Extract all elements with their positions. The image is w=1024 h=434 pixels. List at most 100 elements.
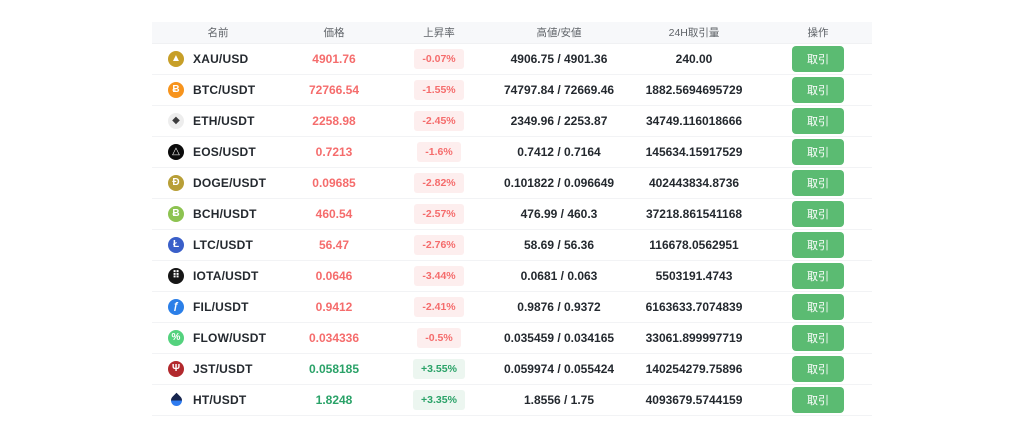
change-cell: -3.44% xyxy=(384,266,494,286)
change-cell: +3.35% xyxy=(384,390,494,410)
ht-flame-icon xyxy=(168,392,184,408)
volume-value: 402443834.8736 xyxy=(648,176,740,190)
trade-button[interactable]: 取引 xyxy=(792,263,844,289)
change-badge: -0.5% xyxy=(417,328,461,348)
btc-coin-icon: Ƀ xyxy=(168,82,184,98)
price-value: 0.0646 xyxy=(315,269,353,283)
volume-value: 33061.899997719 xyxy=(645,331,743,345)
eos-coin-icon: △ xyxy=(168,144,184,160)
header-price: 価格 xyxy=(323,27,345,39)
high-low-value: 0.7412 / 0.7164 xyxy=(517,145,601,159)
market-table: 名前 価格 上昇率 高値/安値 24H取引量 操作 ▲ XAU/USD 4901… xyxy=(152,22,872,416)
pair-cell: Ƀ BCH/USDT xyxy=(152,206,284,222)
volume-value: 5503191.4743 xyxy=(655,269,733,283)
pair-cell: △ EOS/USDT xyxy=(152,144,284,160)
pair-label: IOTA/USDT xyxy=(193,269,259,283)
pair-cell: ◆ ETH/USDT xyxy=(152,113,284,129)
pair-label: BTC/USDT xyxy=(193,83,256,97)
xau-coin-icon: ▲ xyxy=(168,51,184,67)
trade-button[interactable]: 取引 xyxy=(792,46,844,72)
change-cell: -2.76% xyxy=(384,235,494,255)
trade-button[interactable]: 取引 xyxy=(792,77,844,103)
volume-value: 37218.861541168 xyxy=(645,207,743,221)
change-badge: -2.41% xyxy=(414,297,464,317)
action-cell: 取引 xyxy=(764,325,872,351)
header-name: 名前 xyxy=(207,27,229,39)
trade-button[interactable]: 取引 xyxy=(792,232,844,258)
high-low-value: 1.8556 / 1.75 xyxy=(523,393,595,407)
pair-label: FLOW/USDT xyxy=(193,331,267,345)
eth-coin-icon: ◆ xyxy=(168,113,184,129)
table-row: HT/USDT 1.8248 +3.35% 1.8556 / 1.75 4093… xyxy=(152,385,872,416)
price-value: 0.7213 xyxy=(315,145,353,159)
flow-coin-icon: % xyxy=(168,330,184,346)
bch-coin-icon: Ƀ xyxy=(168,206,184,222)
change-badge: +3.55% xyxy=(413,359,465,379)
change-cell: -2.45% xyxy=(384,111,494,131)
price-value: 0.09685 xyxy=(312,176,356,190)
pair-label: LTC/USDT xyxy=(193,238,254,252)
ltc-coin-icon: Ł xyxy=(168,237,184,253)
pair-cell: Ł LTC/USDT xyxy=(152,237,284,253)
change-badge: -0.07% xyxy=(414,49,464,69)
price-value: 56.47 xyxy=(318,238,350,252)
trade-button[interactable]: 取引 xyxy=(792,170,844,196)
trade-button[interactable]: 取引 xyxy=(792,325,844,351)
action-cell: 取引 xyxy=(764,108,872,134)
change-cell: -1.6% xyxy=(384,142,494,162)
table-row: ƒ FIL/USDT 0.9412 -2.41% 0.9876 / 0.9372… xyxy=(152,292,872,323)
action-cell: 取引 xyxy=(764,46,872,72)
change-cell: -2.41% xyxy=(384,297,494,317)
pair-cell: ƒ FIL/USDT xyxy=(152,299,284,315)
header-high-low: 高値/安値 xyxy=(536,27,582,39)
high-low-value: 476.99 / 460.3 xyxy=(520,207,598,221)
pair-label: ETH/USDT xyxy=(193,114,255,128)
high-low-value: 74797.84 / 72669.46 xyxy=(503,83,615,97)
pair-cell: Ψ JST/USDT xyxy=(152,361,284,377)
price-value: 4901.76 xyxy=(312,52,356,66)
action-cell: 取引 xyxy=(764,387,872,413)
pair-label: EOS/USDT xyxy=(193,145,256,159)
price-value: 0.034336 xyxy=(308,331,360,345)
change-cell: -2.82% xyxy=(384,173,494,193)
table-row: Ð DOGE/USDT 0.09685 -2.82% 0.101822 / 0.… xyxy=(152,168,872,199)
pair-cell: Ƀ BTC/USDT xyxy=(152,82,284,98)
high-low-value: 0.059974 / 0.055424 xyxy=(503,362,615,376)
table-row: Ł LTC/USDT 56.47 -2.76% 58.69 / 56.36 11… xyxy=(152,230,872,261)
trade-button[interactable]: 取引 xyxy=(792,356,844,382)
table-row: Ψ JST/USDT 0.058185 +3.55% 0.059974 / 0.… xyxy=(152,354,872,385)
action-cell: 取引 xyxy=(764,263,872,289)
action-cell: 取引 xyxy=(764,201,872,227)
pair-label: FIL/USDT xyxy=(193,300,249,314)
pair-label: XAU/USD xyxy=(193,52,249,66)
market-table-body: ▲ XAU/USD 4901.76 -0.07% 4906.75 / 4901.… xyxy=(152,44,872,416)
trade-button[interactable]: 取引 xyxy=(792,139,844,165)
trade-button[interactable]: 取引 xyxy=(792,294,844,320)
table-row: % FLOW/USDT 0.034336 -0.5% 0.035459 / 0.… xyxy=(152,323,872,354)
price-value: 460.54 xyxy=(315,207,353,221)
change-badge: +3.35% xyxy=(413,390,465,410)
trade-button[interactable]: 取引 xyxy=(792,387,844,413)
change-cell: -1.55% xyxy=(384,80,494,100)
trade-button[interactable]: 取引 xyxy=(792,201,844,227)
high-low-value: 0.9876 / 0.9372 xyxy=(517,300,601,314)
change-badge: -2.76% xyxy=(414,235,464,255)
change-badge: -2.82% xyxy=(414,173,464,193)
table-row: ▲ XAU/USD 4901.76 -0.07% 4906.75 / 4901.… xyxy=(152,44,872,75)
change-badge: -3.44% xyxy=(414,266,464,286)
volume-value: 4093679.5744159 xyxy=(645,393,743,407)
table-row: Ƀ BCH/USDT 460.54 -2.57% 476.99 / 460.3 … xyxy=(152,199,872,230)
high-low-value: 4906.75 / 4901.36 xyxy=(510,52,608,66)
pair-label: HT/USDT xyxy=(193,393,247,407)
doge-coin-icon: Ð xyxy=(168,175,184,191)
pair-label: BCH/USDT xyxy=(193,207,257,221)
pair-cell: % FLOW/USDT xyxy=(152,330,284,346)
volume-value: 116678.0562951 xyxy=(649,238,739,252)
price-value: 2258.98 xyxy=(312,114,356,128)
trade-button[interactable]: 取引 xyxy=(792,108,844,134)
change-badge: -2.57% xyxy=(414,204,464,224)
action-cell: 取引 xyxy=(764,232,872,258)
table-row: Ƀ BTC/USDT 72766.54 -1.55% 74797.84 / 72… xyxy=(152,75,872,106)
change-cell: -2.57% xyxy=(384,204,494,224)
pair-label: DOGE/USDT xyxy=(193,176,267,190)
